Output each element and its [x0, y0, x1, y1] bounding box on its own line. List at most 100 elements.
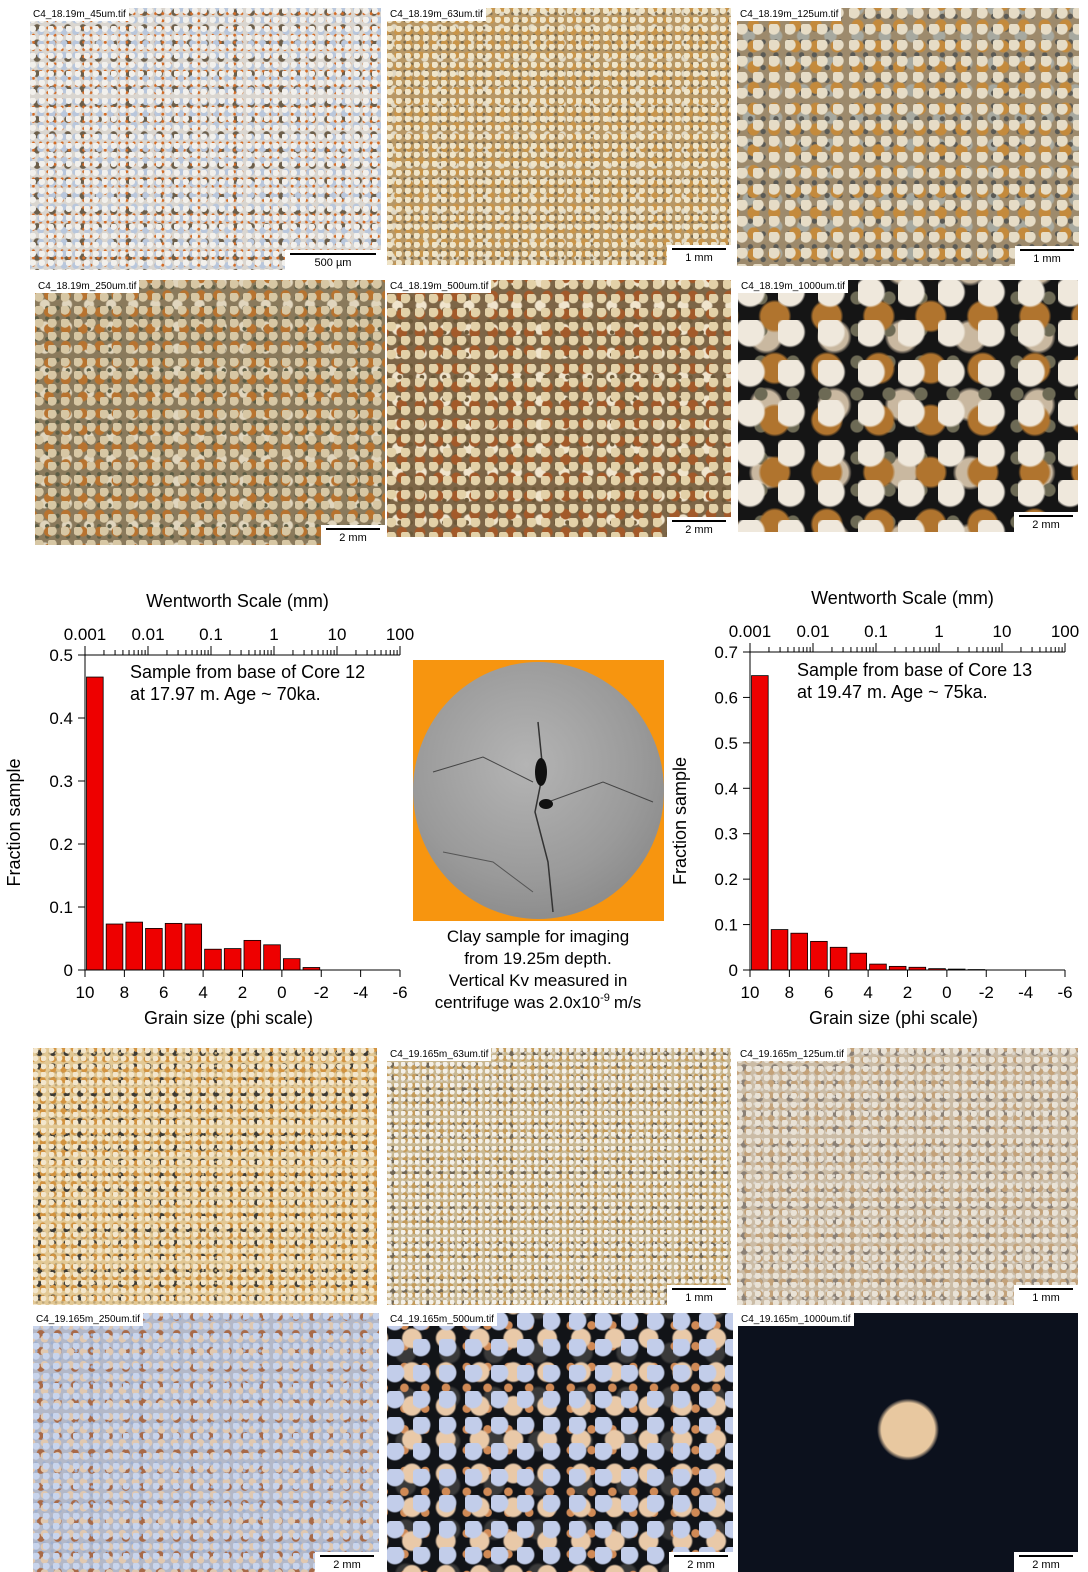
x2-tick-label: 0.01 — [796, 622, 829, 641]
scale-bar: 2 mm — [1014, 512, 1078, 532]
x-tick-label: 4 — [863, 983, 872, 1002]
y-tick-label: 0.1 — [49, 898, 73, 917]
x-tick-label: -2 — [314, 983, 329, 1002]
x2-tick-label: 100 — [386, 625, 414, 644]
clay-caption: Clay sample for imaging — [447, 927, 629, 946]
x-tick-label: 8 — [785, 983, 794, 1002]
x2-tick-label: 0.1 — [864, 622, 888, 641]
x2-tick-label: 10 — [993, 622, 1012, 641]
bar — [165, 923, 182, 970]
annotation: at 17.97 m. Age ~ 70ka. — [130, 684, 321, 704]
sand-photo: C4_19.165m_1000um.tif 2 mm — [738, 1313, 1078, 1572]
photo-label: C4_19.165m_1000um.tif — [738, 1313, 854, 1326]
x2-tick-label: 10 — [328, 625, 347, 644]
bar — [850, 953, 867, 970]
y-tick-label: 0.3 — [49, 772, 73, 791]
bar — [283, 959, 300, 970]
photo-label: C4_18.19m_250um.tif — [35, 280, 139, 293]
x-tick-label: -4 — [353, 983, 368, 1002]
y-tick-label: 0.7 — [714, 643, 738, 662]
bar — [791, 933, 808, 970]
bar — [264, 945, 281, 970]
bar — [185, 924, 202, 970]
x-tick-label: 2 — [903, 983, 912, 1002]
annotation: at 19.47 m. Age ~ 75ka. — [797, 682, 988, 702]
scale-bar: 1 mm — [667, 1285, 731, 1305]
x-tick-label: 0 — [942, 983, 951, 1002]
bar — [205, 949, 222, 970]
y-tick-label: 0.4 — [49, 709, 73, 728]
annotation: Sample from base of Core 12 — [130, 662, 365, 682]
x-tick-label: 4 — [198, 983, 207, 1002]
scale-bar: 500 µm — [285, 250, 381, 270]
sand-photo: C4_18.19m_500um.tif 2 mm — [387, 280, 731, 537]
y-title: Fraction sample — [4, 758, 24, 886]
bar — [244, 940, 261, 970]
x2-tick-label: 0.1 — [199, 625, 223, 644]
scale-bar: 1 mm — [1014, 1285, 1078, 1305]
x2-tick-label: 100 — [1051, 622, 1079, 641]
sand-photo — [33, 1048, 377, 1305]
bar — [870, 964, 887, 970]
photo-label: C4_18.19m_1000um.tif — [738, 280, 848, 293]
clay-caption: from 19.25m depth. — [464, 949, 611, 968]
x-tick-label: 0 — [277, 983, 286, 1002]
caption-text: centrifuge was 2.0x10 — [435, 993, 600, 1012]
x-tick-label: -2 — [979, 983, 994, 1002]
x-tick-label: 10 — [741, 983, 760, 1002]
bar — [752, 676, 769, 970]
x2-tick-label: 0.001 — [64, 625, 107, 644]
charts: Clay sample for imaging from 19.25m dept… — [0, 580, 1088, 1050]
caption-unit: m/s — [614, 993, 641, 1012]
clay-caption: centrifuge was 2.0x10-9 m/s — [435, 992, 642, 1012]
x-tick-label: 6 — [824, 983, 833, 1002]
bar — [126, 922, 143, 970]
photo-label: C4_18.19m_500um.tif — [387, 280, 491, 293]
scale-bar: 1 mm — [667, 245, 731, 265]
y-tick-label: 0 — [64, 961, 73, 980]
x-tick-label: 10 — [76, 983, 95, 1002]
bar — [87, 677, 104, 970]
y-tick-label: 0.1 — [714, 916, 738, 935]
clay-caption: Vertical Kv measured in — [449, 971, 628, 990]
bar — [889, 966, 906, 970]
bar — [146, 928, 163, 970]
caption-exponent: -9 — [600, 992, 610, 1004]
y-tick-label: 0.5 — [49, 646, 73, 665]
y-tick-label: 0.5 — [714, 734, 738, 753]
x-title: Grain size (phi scale) — [809, 1008, 978, 1028]
scale-bar: 2 mm — [667, 517, 731, 537]
x-tick-label: 6 — [159, 983, 168, 1002]
annotation: Sample from base of Core 13 — [797, 660, 1032, 680]
bar — [811, 941, 828, 970]
y-tick-label: 0.6 — [714, 688, 738, 707]
photo-label: C4_19.165m_500um.tif — [387, 1313, 497, 1326]
bar — [106, 924, 123, 970]
x-tick-label: -4 — [1018, 983, 1033, 1002]
y-tick-label: 0.4 — [714, 779, 738, 798]
x-title: Grain size (phi scale) — [144, 1008, 313, 1028]
x2-title: Wentworth Scale (mm) — [811, 588, 994, 608]
bar — [224, 949, 241, 970]
x2-tick-label: 1 — [269, 625, 278, 644]
sand-photo: C4_18.19m_250um.tif 2 mm — [35, 280, 385, 545]
x-tick-label: 2 — [238, 983, 247, 1002]
y-tick-label: 0.2 — [49, 835, 73, 854]
x2-tick-label: 1 — [934, 622, 943, 641]
y-tick-label: 0 — [729, 961, 738, 980]
x2-tick-label: 0.01 — [131, 625, 164, 644]
x-tick-label: -6 — [392, 983, 407, 1002]
photo-label: C4_18.19m_125um.tif — [737, 8, 841, 21]
scale-bar: 2 mm — [1014, 1552, 1078, 1572]
sand-photo: C4_19.165m_500um.tif2 mm — [387, 1313, 733, 1572]
x-tick-label: -6 — [1057, 983, 1072, 1002]
bar — [771, 930, 788, 970]
photo-label: C4_19.165m_250um.tif — [33, 1313, 143, 1326]
y-tick-label: 0.3 — [714, 825, 738, 844]
scale-bar: 2 mm — [321, 525, 385, 545]
